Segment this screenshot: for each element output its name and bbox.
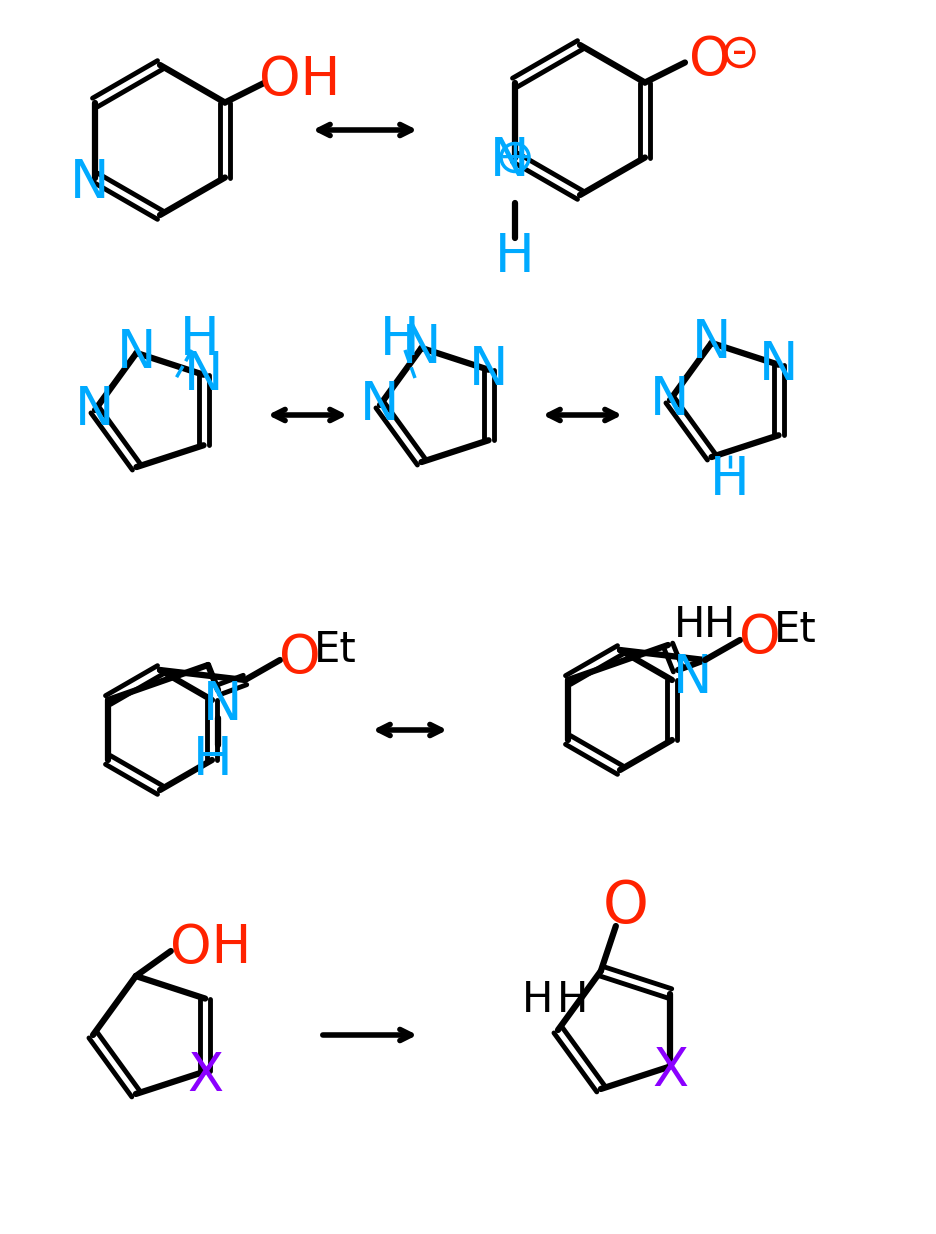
Text: N: N (75, 384, 115, 436)
Text: N: N (117, 327, 156, 379)
Text: N: N (70, 157, 110, 209)
Text: Et: Et (314, 629, 357, 671)
Text: N: N (469, 344, 508, 396)
Text: H: H (181, 313, 220, 366)
Text: N: N (203, 679, 242, 731)
Text: H: H (704, 603, 736, 647)
Text: O: O (689, 35, 731, 86)
Text: N: N (651, 374, 690, 426)
Text: N: N (490, 136, 530, 188)
Text: H: H (674, 603, 706, 647)
Text: H: H (193, 734, 233, 786)
Text: O: O (279, 632, 321, 684)
Text: N: N (759, 338, 798, 391)
Text: X: X (187, 1050, 223, 1102)
Text: Et: Et (774, 610, 816, 652)
Text: O: O (603, 877, 649, 934)
Text: N: N (183, 349, 223, 401)
Text: H: H (522, 979, 554, 1021)
Text: OH: OH (259, 54, 341, 106)
Text: -: - (733, 32, 748, 74)
Text: H: H (380, 313, 420, 366)
Text: N: N (673, 652, 712, 705)
Text: O: O (739, 612, 781, 664)
Text: OH: OH (170, 922, 252, 974)
Text: H: H (495, 232, 534, 284)
Text: N: N (360, 379, 400, 431)
Text: N: N (692, 317, 731, 369)
Text: +: + (498, 137, 533, 179)
Text: H: H (557, 979, 589, 1021)
Text: H: H (710, 454, 750, 506)
Text: N: N (402, 322, 441, 374)
Text: X: X (652, 1045, 688, 1097)
